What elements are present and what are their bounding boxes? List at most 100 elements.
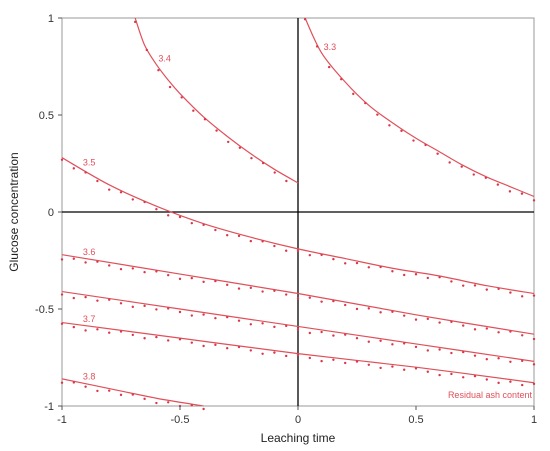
contour-line-3.4 xyxy=(134,18,299,184)
contour-point xyxy=(355,261,359,265)
contour-point xyxy=(145,48,148,52)
contour-point xyxy=(332,299,335,303)
contour-point xyxy=(497,357,500,360)
contour-point xyxy=(60,293,64,296)
contour-point xyxy=(352,92,355,96)
contour-point xyxy=(190,276,193,280)
contour-point xyxy=(521,359,524,363)
contour-line-unlabeled-4 xyxy=(62,290,534,362)
contour-point xyxy=(72,296,76,300)
contour-point xyxy=(190,221,193,225)
contour-point xyxy=(436,152,439,155)
contour-point xyxy=(414,273,418,276)
contour-point xyxy=(496,183,500,186)
contour-point xyxy=(412,139,415,142)
contour-point xyxy=(60,381,64,384)
contour-point xyxy=(143,397,146,401)
contour-point xyxy=(96,389,99,393)
contour-point xyxy=(320,300,323,303)
contour-point xyxy=(532,294,536,297)
contour-point xyxy=(168,85,172,89)
contour-label-3.5: 3.5 xyxy=(83,158,96,168)
contour-line-3.8 xyxy=(62,378,204,406)
contour-point xyxy=(131,305,134,309)
y-tick-label: 0.5 xyxy=(39,110,54,122)
contour-point xyxy=(285,354,288,358)
contour-point xyxy=(308,331,311,335)
contour-point xyxy=(391,310,394,313)
contour-point xyxy=(226,234,229,237)
contour-point xyxy=(472,173,475,176)
contour-line-3.3 xyxy=(304,18,534,198)
x-tick-label: 1 xyxy=(531,414,537,426)
contour-point xyxy=(332,358,335,361)
contour-point xyxy=(450,372,453,376)
contour-point xyxy=(119,267,123,271)
contour-point xyxy=(462,324,465,327)
contour-point xyxy=(178,215,182,219)
contour-point xyxy=(320,253,323,257)
contour-point xyxy=(327,65,331,69)
contour-point xyxy=(285,249,288,252)
contour-point xyxy=(497,381,500,385)
contour-point xyxy=(367,340,370,343)
contour-point xyxy=(367,266,370,269)
contour-point xyxy=(155,308,158,311)
contour-point xyxy=(237,234,241,238)
contour-point xyxy=(131,393,134,396)
contour-point xyxy=(473,284,477,287)
contour-point xyxy=(249,286,252,290)
contour-point xyxy=(450,320,453,324)
contour-point xyxy=(296,328,300,331)
contour-point xyxy=(190,314,193,317)
y-tick-label: -1 xyxy=(44,401,54,413)
contour-point xyxy=(344,361,347,365)
contour-point xyxy=(214,343,217,347)
contour-point xyxy=(509,291,512,294)
contour-point xyxy=(414,367,418,370)
contour-point xyxy=(497,287,500,291)
contour-point xyxy=(143,304,146,308)
residual-ash-annotation: Residual ash content xyxy=(448,390,533,400)
contour-point xyxy=(273,171,276,174)
contour-point xyxy=(84,385,87,388)
contour-point xyxy=(72,325,76,329)
contour-point xyxy=(508,190,512,193)
contour-point xyxy=(308,253,311,257)
contour-point xyxy=(261,240,264,243)
contour-point xyxy=(485,378,488,381)
contour-point xyxy=(226,347,229,350)
contour-point xyxy=(438,373,441,377)
contour-point xyxy=(426,317,429,321)
contour-point xyxy=(250,156,253,160)
contour-point xyxy=(133,20,137,24)
contour-point xyxy=(462,350,465,354)
contour-point xyxy=(119,330,123,333)
contour-point xyxy=(332,257,335,261)
contour-point xyxy=(72,167,76,170)
contour-point xyxy=(308,296,311,299)
contour-point xyxy=(237,287,241,290)
contour-point xyxy=(484,176,488,179)
contour-point xyxy=(190,404,193,407)
axis-ticks: -1 -0.5 0 0.5 1 -1 -0.5 0 0.5 1 xyxy=(35,13,537,426)
contour-point xyxy=(143,337,146,340)
contour-point xyxy=(296,249,300,253)
x-axis-title: Leaching time xyxy=(261,431,336,445)
contour-point xyxy=(249,323,252,326)
contour-point xyxy=(509,380,512,383)
contour-point xyxy=(532,337,536,341)
contour-point xyxy=(285,324,288,328)
contour-point xyxy=(414,345,418,349)
contour-point xyxy=(473,374,477,378)
contour-point xyxy=(261,352,264,355)
contour-point xyxy=(340,78,343,81)
contour-point xyxy=(308,356,311,360)
contour-point xyxy=(485,357,488,361)
x-tick-label: 0.5 xyxy=(408,414,423,426)
contour-point xyxy=(202,223,205,227)
contour-point xyxy=(532,382,536,386)
contour-point xyxy=(227,140,230,144)
contour-point xyxy=(332,334,335,337)
contour-point xyxy=(532,363,536,366)
